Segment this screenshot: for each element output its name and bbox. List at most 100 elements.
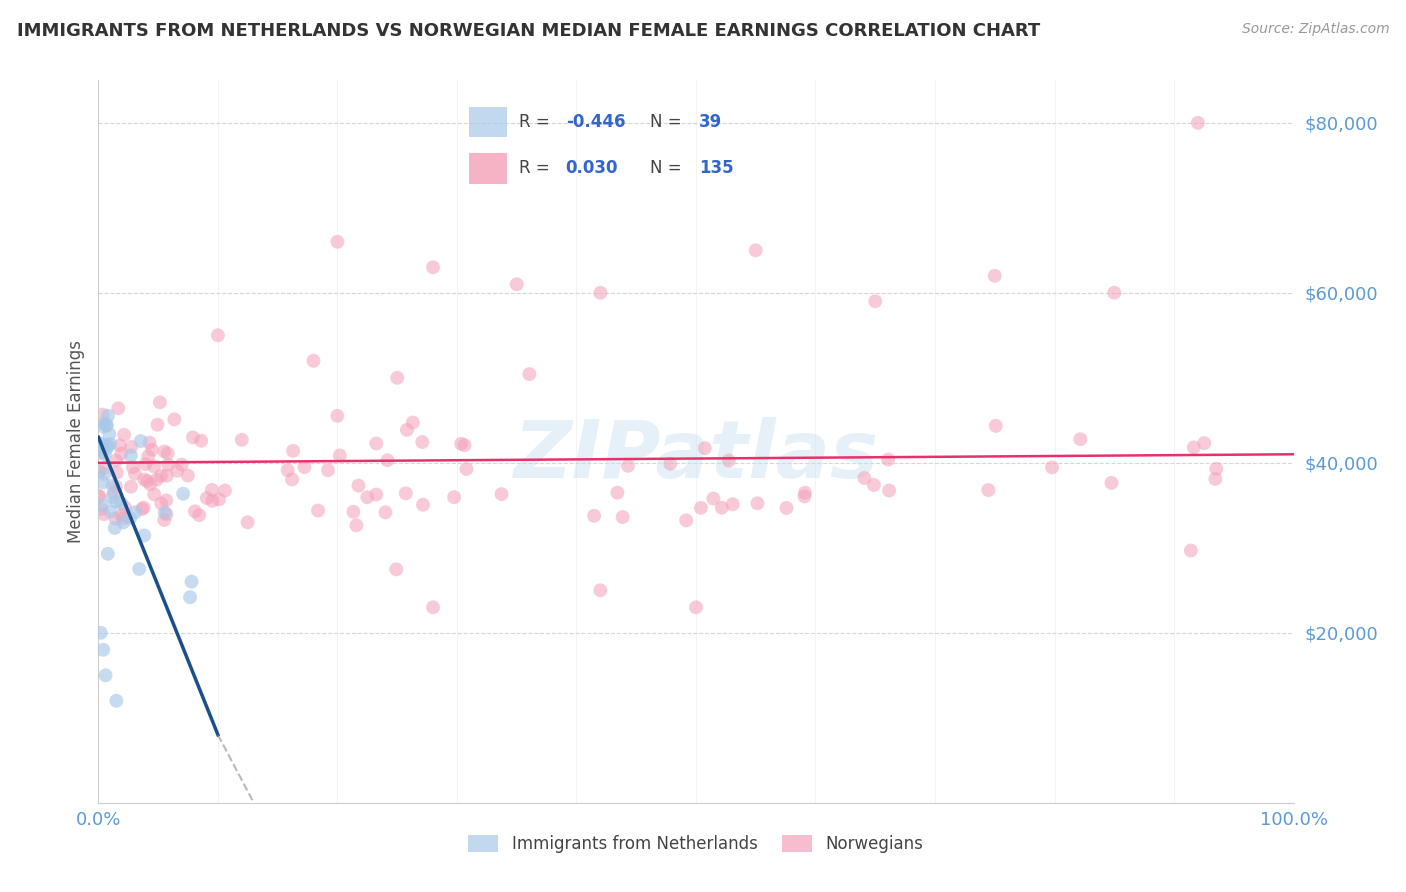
Text: IMMIGRANTS FROM NETHERLANDS VS NORWEGIAN MEDIAN FEMALE EARNINGS CORRELATION CHAR: IMMIGRANTS FROM NETHERLANDS VS NORWEGIAN…	[17, 22, 1040, 40]
Point	[374, 505, 396, 519]
Point	[181, 430, 204, 444]
Point	[395, 486, 418, 500]
Point	[307, 503, 329, 517]
Point	[104, 521, 127, 535]
Point	[188, 508, 211, 523]
Point	[134, 528, 156, 542]
Point	[104, 480, 127, 494]
Point	[659, 457, 682, 471]
Point	[294, 460, 316, 475]
Point	[157, 458, 180, 472]
Point	[170, 458, 193, 472]
Point	[1101, 475, 1123, 490]
Point	[110, 496, 132, 510]
Point	[450, 437, 472, 451]
Point	[231, 433, 253, 447]
Point	[91, 461, 114, 475]
Point	[236, 516, 259, 530]
Point	[506, 277, 529, 292]
Point	[385, 371, 409, 385]
Point	[366, 487, 388, 501]
Point	[149, 395, 172, 409]
Point	[138, 435, 160, 450]
Point	[281, 472, 304, 486]
Point	[685, 600, 707, 615]
Point	[402, 416, 425, 430]
Point	[90, 502, 112, 516]
Point	[344, 518, 367, 533]
Point	[745, 244, 768, 258]
Point	[91, 642, 114, 657]
Point	[121, 460, 143, 475]
Point	[208, 492, 231, 507]
Point	[87, 489, 110, 503]
Point	[675, 513, 697, 527]
Point	[517, 367, 540, 381]
Point	[302, 353, 325, 368]
Point	[1187, 116, 1209, 130]
Point	[120, 511, 142, 525]
Point	[156, 468, 179, 483]
Point	[90, 625, 112, 640]
Point	[120, 440, 142, 454]
Point	[124, 467, 146, 481]
Point	[583, 508, 606, 523]
Point	[104, 511, 127, 525]
Point	[491, 487, 513, 501]
Point	[93, 417, 115, 431]
Point	[1104, 285, 1126, 300]
Point	[281, 443, 304, 458]
Point	[156, 446, 179, 460]
Point	[143, 459, 166, 474]
Point	[721, 497, 744, 511]
Point	[456, 462, 478, 476]
Point	[195, 491, 218, 505]
Point	[411, 435, 433, 450]
Point	[108, 438, 131, 452]
Point	[90, 498, 112, 512]
Point	[177, 468, 200, 483]
Point	[139, 477, 162, 491]
Point	[347, 478, 370, 492]
Point	[1192, 436, 1215, 450]
Text: Source: ZipAtlas.com: Source: ZipAtlas.com	[1241, 22, 1389, 37]
Point	[94, 447, 117, 461]
Point	[132, 500, 155, 515]
Point	[90, 437, 112, 451]
Point	[356, 490, 378, 504]
Point	[146, 417, 169, 432]
Point	[1180, 543, 1202, 558]
Point	[97, 409, 120, 423]
Point	[150, 496, 173, 510]
Point	[412, 498, 434, 512]
Point	[134, 457, 156, 471]
Point	[201, 494, 224, 508]
Point	[207, 328, 229, 343]
Point	[172, 487, 194, 501]
Point	[329, 449, 352, 463]
Point	[150, 468, 173, 483]
Point	[326, 409, 349, 423]
Point	[377, 453, 399, 467]
Point	[97, 547, 120, 561]
Point	[179, 591, 201, 605]
Point	[105, 694, 128, 708]
Point	[114, 500, 136, 515]
Point	[105, 453, 128, 467]
Point	[853, 471, 876, 485]
Point	[94, 668, 117, 682]
Point	[385, 562, 408, 576]
Point	[131, 502, 153, 516]
Point	[1040, 460, 1063, 475]
Point	[775, 500, 797, 515]
Point	[1204, 472, 1226, 486]
Point	[93, 419, 115, 434]
Point	[136, 474, 159, 488]
Point	[104, 494, 127, 508]
Point	[342, 505, 364, 519]
Point	[89, 436, 111, 450]
Point	[112, 511, 135, 525]
Point	[97, 438, 120, 452]
Point	[865, 294, 887, 309]
Point	[93, 508, 115, 522]
